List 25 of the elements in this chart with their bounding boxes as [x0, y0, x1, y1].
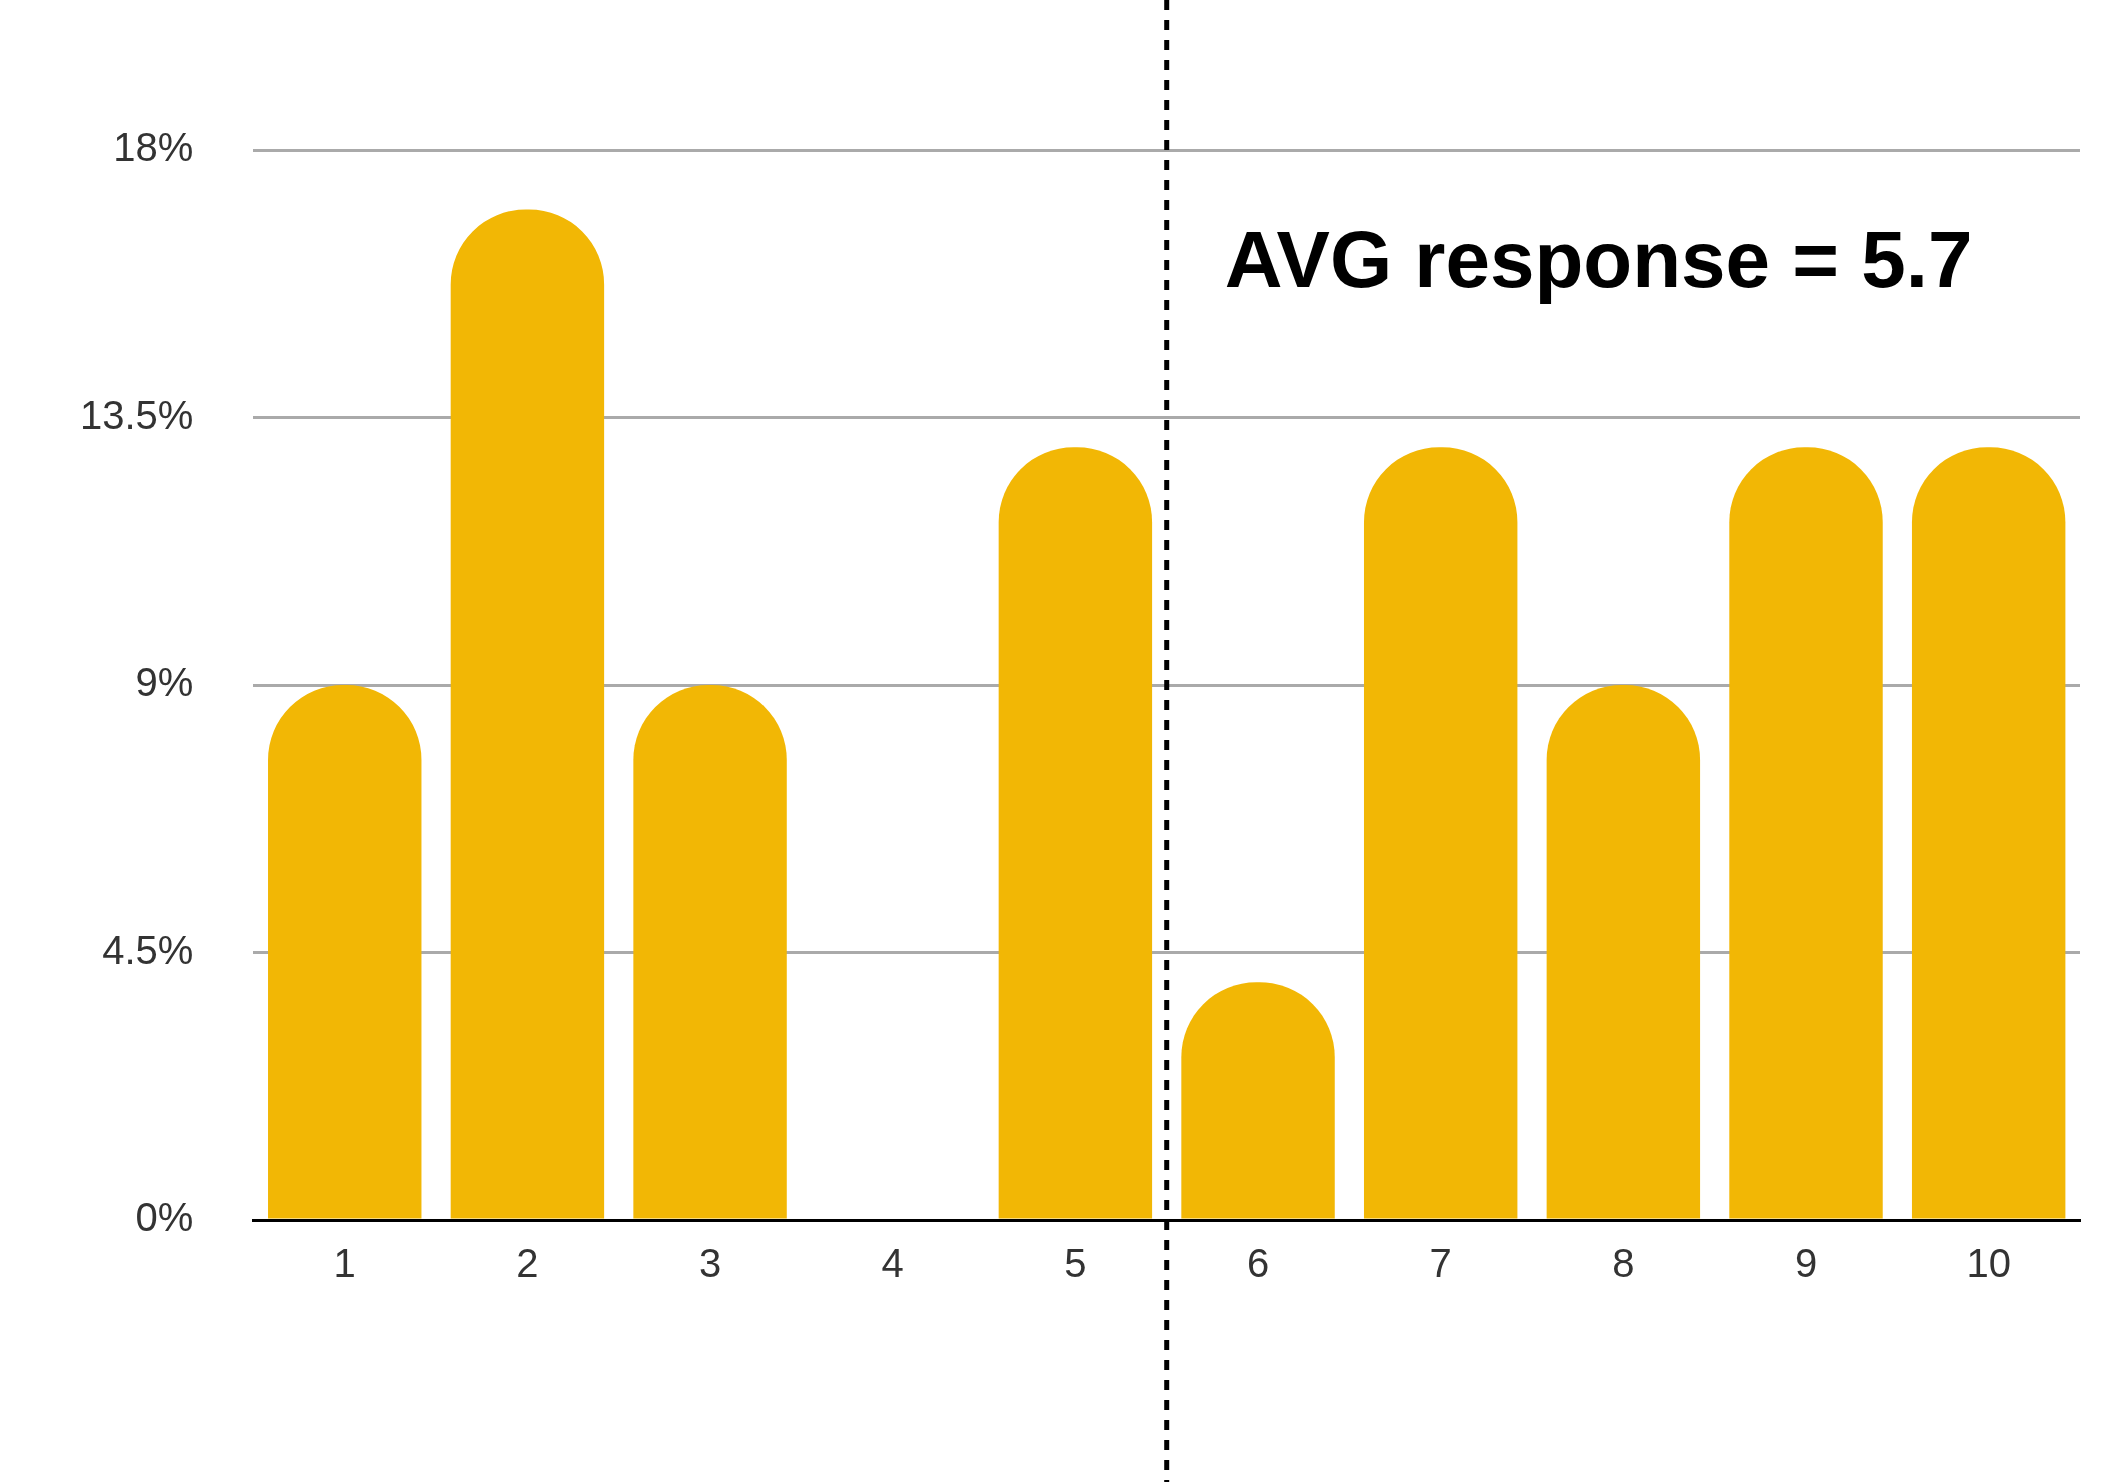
- annotation: AVG response = 5.7: [1224, 215, 1973, 304]
- x-tick-label: 1: [333, 1241, 356, 1286]
- bar: [1911, 447, 2066, 1219]
- y-tick-label: 4.5%: [102, 927, 194, 972]
- bar: [1181, 982, 1335, 1219]
- bar: [1729, 447, 1883, 1219]
- x-tick-label: 4: [881, 1241, 904, 1286]
- bar: [998, 447, 1153, 1219]
- x-tick-label: 7: [1429, 1241, 1452, 1286]
- bar: [1363, 447, 1518, 1219]
- x-tick-label: 8: [1612, 1241, 1635, 1286]
- x-tick-label: 2: [516, 1241, 539, 1286]
- y-tick-label: 0%: [135, 1195, 194, 1240]
- bar: [450, 209, 605, 1219]
- y-tick-label: 9%: [135, 660, 194, 705]
- y-tick-label: 13.5%: [80, 392, 194, 437]
- bar: [1546, 685, 1701, 1219]
- x-tick-label: 10: [1966, 1241, 2011, 1286]
- x-tick-label: 9: [1794, 1241, 1818, 1286]
- x-tick-label: 3: [698, 1241, 722, 1286]
- x-tick-label: 6: [1246, 1241, 1270, 1286]
- y-tick-label: 18%: [113, 125, 194, 170]
- bar: [268, 685, 422, 1219]
- bar: [633, 685, 787, 1219]
- x-tick-label: 5: [1064, 1241, 1087, 1286]
